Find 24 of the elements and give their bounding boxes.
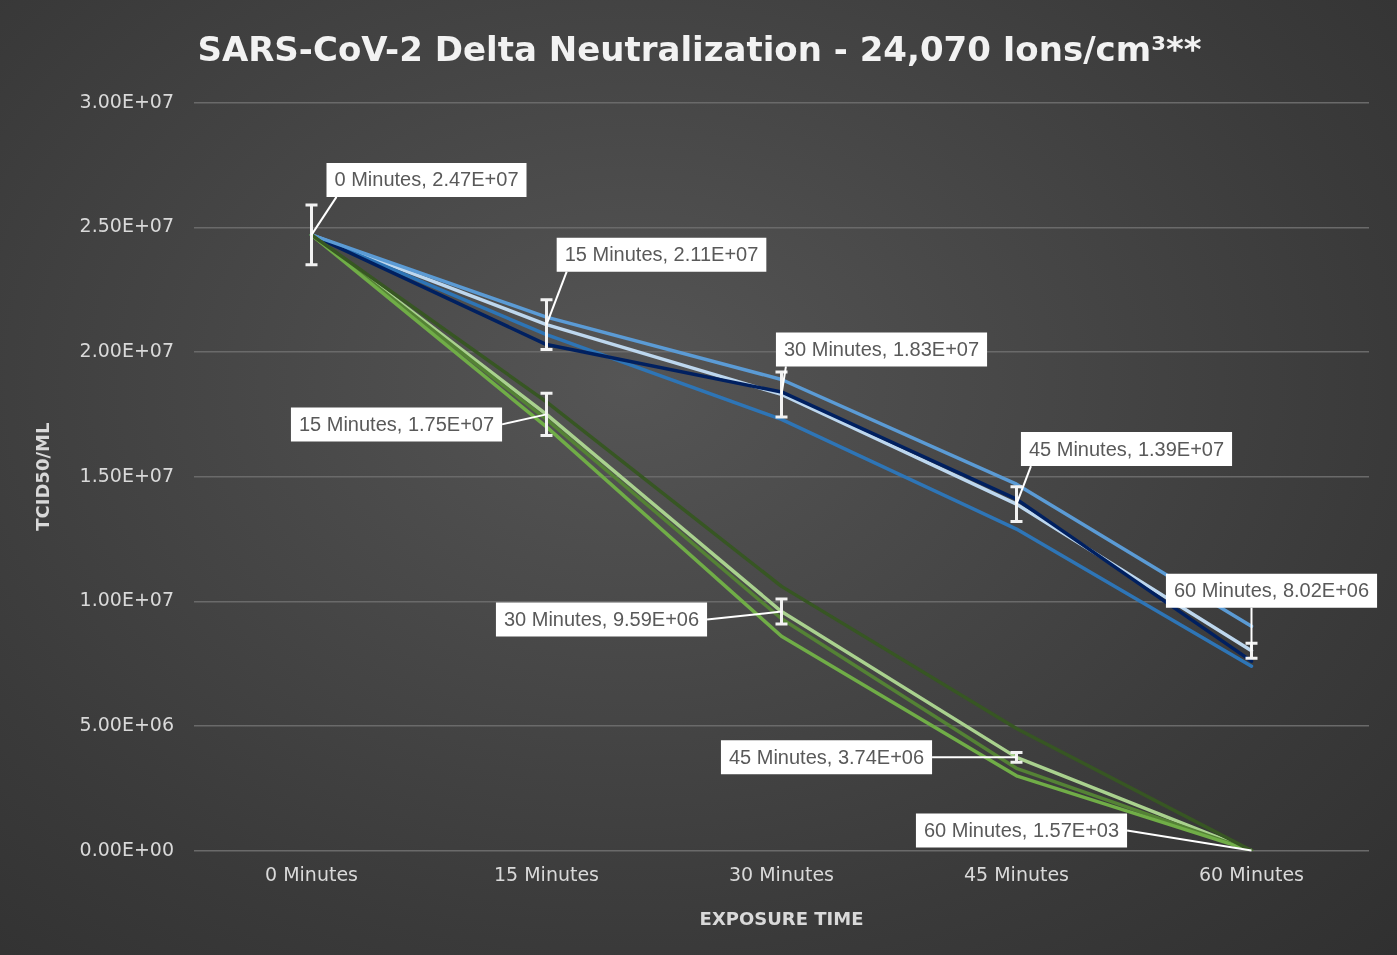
category-label: 0 Minutes, 2.47E+07 xyxy=(334,168,519,191)
x-tick-label: 0 Minutes xyxy=(265,862,358,885)
y-axis-title: TCID50/ML xyxy=(32,422,54,531)
x-tick-label: 15 Minutes xyxy=(494,862,600,885)
category-label: 45 Minutes, 1.39E+07 xyxy=(1028,437,1225,460)
category-label: 30 Minutes, 9.59E+06 xyxy=(503,608,700,631)
y-tick-label: 2.00E+07 xyxy=(79,339,175,361)
category-label: 30 Minutes, 1.83E+07 xyxy=(783,337,980,360)
category-label: 60 Minutes, 8.02E+06 xyxy=(1173,579,1370,602)
x-tick-label: 60 Minutes xyxy=(1198,862,1305,885)
category-label: 15 Minutes, 1.75E+07 xyxy=(298,412,495,435)
category-label: 45 Minutes, 3.74E+06 xyxy=(728,745,925,768)
y-tick-label: 0.00E+00 xyxy=(79,837,175,860)
y-tick-label: 1.00E+07 xyxy=(79,588,175,611)
x-tick-label: 30 Minutes xyxy=(729,862,835,885)
y-tick-label: 2.50E+07 xyxy=(79,214,175,237)
y-tick-label: 1.50E+07 xyxy=(79,463,175,486)
category-label: 15 Minutes, 2.11E+07 xyxy=(564,243,759,266)
y-tick-label: 3.00E+07 xyxy=(79,89,175,112)
x-tick-label: 45 Minutes xyxy=(963,862,1070,885)
category-label: 60 Minutes, 1.57E+03 xyxy=(923,819,1120,842)
chart-title: SARS-CoV-2 Delta Neutralization - 24,070 Ions/cm³** xyxy=(197,29,1202,70)
x-axis-title: EXPOSURE TIME xyxy=(699,907,864,929)
y-tick-label: 5.00E+06 xyxy=(79,712,175,735)
